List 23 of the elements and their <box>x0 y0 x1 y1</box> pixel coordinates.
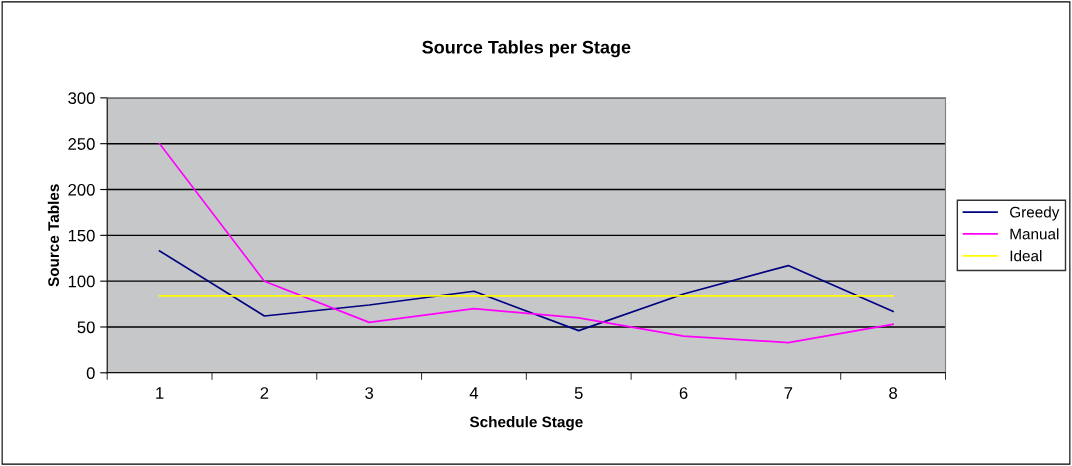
y-tick-label: 100 <box>68 275 95 288</box>
x-tick-label: 7 <box>784 387 793 399</box>
legend-label: Ideal <box>1010 250 1042 262</box>
legend-label: Greedy <box>1010 206 1060 221</box>
x-tick-label: 4 <box>469 387 479 399</box>
y-tick-label: 300 <box>68 92 95 105</box>
x-axis-title: Schedule Stage <box>469 416 583 431</box>
line-series <box>158 250 894 332</box>
chart-title: Source Tables per Stage <box>422 40 631 58</box>
line-series <box>158 142 894 344</box>
y-tick-label: 150 <box>68 229 95 242</box>
x-tick-label: 2 <box>260 387 269 399</box>
y-tick-label: 200 <box>68 183 95 196</box>
y-tick-label: 0 <box>86 367 95 379</box>
x-tick-label: 1 <box>156 387 164 399</box>
x-tick-label: 3 <box>365 387 374 399</box>
x-tick-label: 6 <box>679 387 688 399</box>
x-tick-label: 8 <box>889 387 898 399</box>
y-axis-title: Source Tables <box>47 184 60 287</box>
y-tick-label: 50 <box>77 321 95 334</box>
legend-label: Manual <box>1010 228 1059 240</box>
x-tick-label: 5 <box>574 387 583 399</box>
y-tick-label: 250 <box>68 138 95 150</box>
